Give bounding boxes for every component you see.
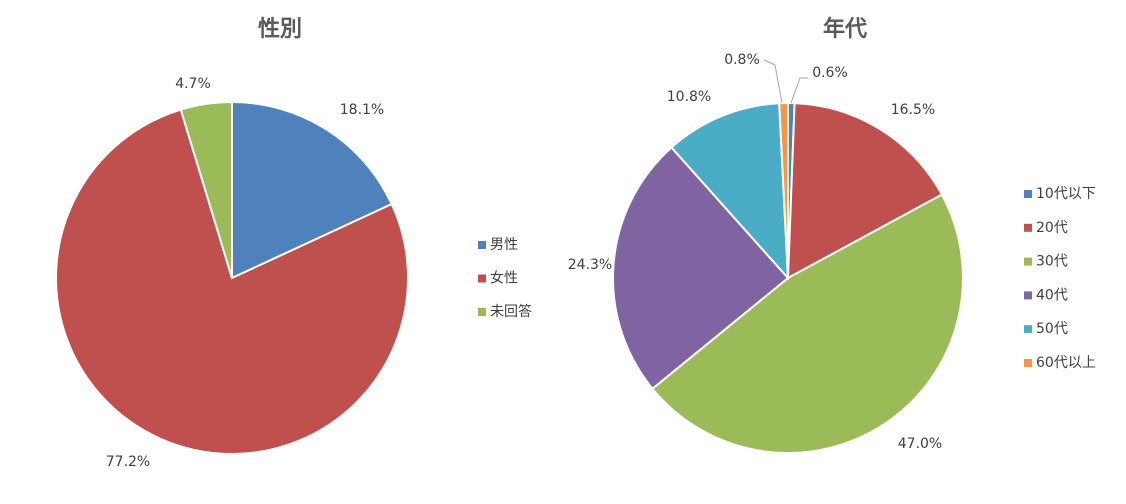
legend-marker: [478, 274, 486, 283]
data-label: 0.8%: [724, 52, 760, 68]
legend-label: 30代: [1036, 254, 1068, 270]
pie-slice: [179, 100, 233, 279]
legend-marker: [1024, 359, 1032, 367]
pie-slice: [670, 102, 790, 281]
data-label: 10.8%: [667, 89, 711, 105]
legend-label: 50代: [1036, 321, 1068, 337]
legend-marker: [1024, 291, 1032, 300]
pie-slice: [612, 146, 790, 391]
pie-slice: [786, 102, 944, 280]
chart-title: 性別: [258, 17, 302, 42]
pie-slice: [55, 108, 409, 455]
legend-label: 40代: [1036, 287, 1068, 303]
data-label: 18.1%: [340, 102, 384, 118]
legend-marker: [1024, 190, 1032, 198]
pie-slice: [231, 100, 394, 280]
legend-label: 60代以上: [1036, 355, 1096, 371]
pie-slice: [651, 193, 964, 454]
data-label: 24.3%: [568, 257, 612, 273]
legend-marker: [478, 308, 486, 316]
data-label: 16.5%: [891, 102, 935, 118]
legend-label: 女性: [490, 270, 518, 287]
data-label: 47.0%: [898, 436, 942, 452]
legend-label: 未回答: [490, 303, 532, 320]
legend-label: 10代以下: [1036, 186, 1096, 202]
legend-marker: [1024, 257, 1032, 266]
legend-marker: [1024, 325, 1032, 334]
chart-title: 年代: [823, 16, 867, 42]
legend-marker: [478, 241, 486, 249]
legend-label: 20代: [1036, 220, 1068, 236]
data-label: 77.2%: [106, 454, 150, 470]
pie-slice: [778, 101, 789, 279]
data-label: 4.7%: [175, 76, 211, 92]
leader-line: [763, 59, 783, 104]
data-label: 0.6%: [812, 65, 848, 81]
leader-line: [790, 77, 808, 104]
legend-marker: [1024, 223, 1032, 232]
legend-label: 男性: [490, 237, 518, 253]
